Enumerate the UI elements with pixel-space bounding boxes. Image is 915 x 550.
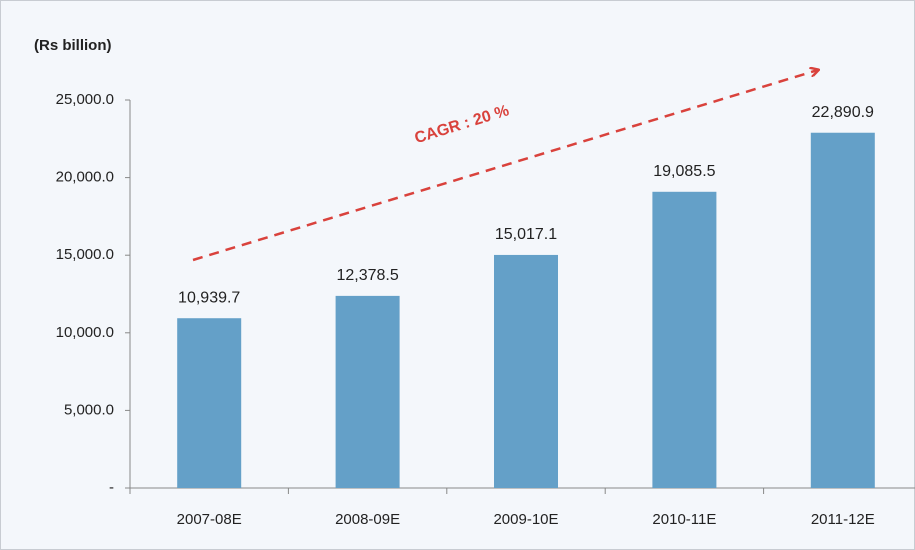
bar — [652, 191, 717, 489]
bar — [494, 254, 558, 488]
value-label: 22,890.9 — [812, 104, 874, 121]
bar — [335, 295, 400, 488]
y-tick-label: 15,000.0 — [56, 246, 114, 263]
cagr-arrow — [192, 70, 818, 262]
value-label: 15,017.1 — [495, 226, 557, 243]
bar — [177, 318, 242, 488]
x-tick-label: 2008-09E — [335, 511, 400, 528]
x-tick-label: 2007-08E — [177, 511, 242, 528]
y-tick-label: - — [109, 479, 114, 496]
x-tick-label: 2011-12E — [811, 511, 875, 528]
value-label: 19,085.5 — [653, 163, 715, 180]
y-tick-label: 5,000.0 — [64, 401, 114, 418]
axis-label: (Rs billion) — [34, 37, 112, 54]
y-tick-label: 20,000.0 — [56, 169, 114, 186]
value-label: 10,939.7 — [178, 289, 240, 306]
value-label: 12,378.5 — [336, 267, 398, 284]
x-tick-label: 2009-10E — [493, 511, 558, 528]
x-tick-label: 2010-11E — [652, 511, 716, 528]
y-tick-label: 10,000.0 — [56, 324, 114, 341]
y-tick-label: 25,000.0 — [56, 91, 114, 108]
bar — [810, 132, 875, 489]
